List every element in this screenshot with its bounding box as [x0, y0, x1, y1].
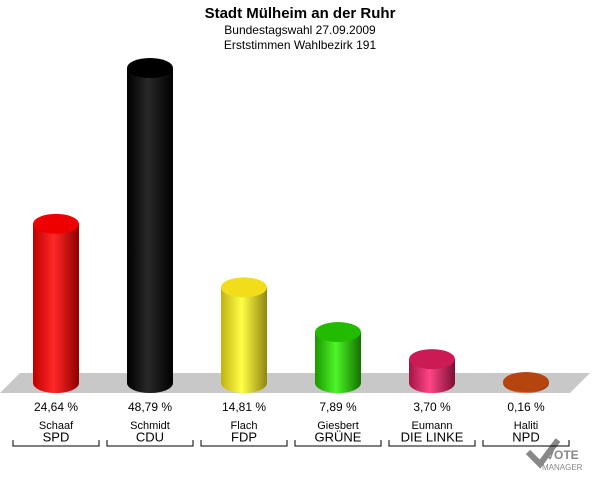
candidate-label: Schaaf: [39, 420, 74, 432]
bracket: [12, 440, 100, 447]
chart-title: Stadt Mülheim an der Ruhr: [205, 5, 396, 22]
bar-top: [33, 213, 79, 234]
value-label: 14,81 %: [222, 400, 266, 414]
bracket: [388, 440, 476, 447]
candidate-label: Flach: [231, 420, 258, 432]
x-tick-label: GRÜNE: [315, 429, 362, 444]
bracket: [294, 440, 382, 447]
chart-subtitle: Bundestagswahl 27.09.2009: [224, 23, 376, 37]
chart-subtitle: Erststimmen Wahlbezirk 191: [224, 38, 377, 52]
logo-text: MANAGER: [542, 463, 583, 472]
value-label: 0,16 %: [507, 400, 545, 414]
x-tick-label: SPD: [43, 429, 70, 444]
bracket: [106, 440, 194, 447]
x-tick-label: CDU: [136, 429, 164, 444]
x-tick-label: NPD: [512, 429, 539, 444]
bar-top: [315, 322, 361, 343]
candidate-label: Haliti: [514, 420, 538, 432]
value-label: 24,64 %: [34, 400, 78, 414]
bar: [33, 223, 79, 383]
candidate-label: Giesbert: [317, 420, 359, 432]
logo: VOTE MANAGER: [525, 438, 583, 472]
candidate-label: Eumann: [412, 420, 453, 432]
logo-icon: [525, 438, 561, 469]
logo-text: VOTE: [546, 448, 579, 462]
x-tick-label: FDP: [231, 429, 257, 444]
bar-top: [127, 58, 173, 78]
bar-top: [409, 349, 455, 370]
bar-top: [221, 277, 267, 298]
value-label: 48,79 %: [128, 400, 172, 414]
bar: [221, 287, 267, 383]
value-label: 7,89 %: [319, 400, 357, 414]
bracket: [482, 440, 570, 447]
candidate-label: Schmidt: [130, 420, 170, 432]
x-tick-label: DIE LINKE: [401, 429, 464, 444]
bar-top: [503, 371, 549, 392]
value-label: 3,70 %: [413, 400, 451, 414]
bracket: [200, 440, 288, 447]
floor: [0, 373, 590, 393]
bar: [127, 68, 173, 383]
